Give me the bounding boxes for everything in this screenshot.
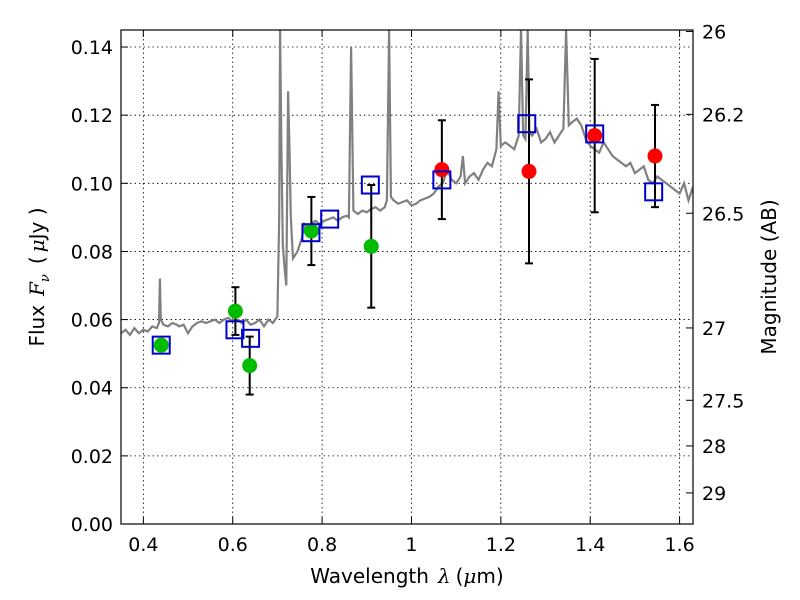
y-tick-label: 0.04 [71,378,113,400]
optical-data-point [242,358,258,374]
y2-tick-label: 27.5 [702,390,744,412]
spectrum-line [121,30,693,337]
x-tick-label: 0.4 [128,534,158,556]
optical-data-point [303,223,319,239]
y2-tick-label: 26.5 [702,203,744,225]
y-tick-label: 0.14 [71,37,113,59]
x-tick-label: 1.2 [486,534,516,556]
y2-axis-label: Magnitude (AB) [757,199,781,354]
nir-data-point [587,128,603,144]
model-square-marker [585,124,605,144]
model-square-marker [151,335,171,355]
axis-ticks: 0.4 0.6 0.8 1 1.2 1.4 1.6 0.00 0.02 0.04 0.06 0.08 0… [71,22,745,556]
model-square-marker [301,223,321,243]
y2-tick-label: 27 [702,318,726,340]
model-square-marker [241,328,261,348]
optical-data-point [153,337,169,353]
y2-tick-label: 26.2 [702,104,744,126]
x-tick-label: 1.4 [575,534,605,556]
data-markers [151,114,664,374]
y-tick-label: 0.08 [71,241,113,263]
model-square-marker [517,114,537,134]
model-square-marker [432,170,452,190]
model-square-marker [360,175,380,195]
x-tick-label: 1 [405,534,417,556]
optical-data-point [363,238,379,254]
model-square-marker [320,209,340,229]
plot-frame [120,29,694,525]
model-square-marker [644,182,664,202]
x-tick-label: 0.8 [307,534,337,556]
y-tick-label: 0.02 [71,446,113,468]
x-axis-label: Wavelength λ (μm) [310,564,503,588]
x-tick-label: 1.6 [664,534,694,556]
y-tick-label: 0.06 [71,310,113,332]
nir-data-point [434,162,450,178]
optical-data-point [227,303,243,319]
y2-tick-label: 26 [702,22,726,44]
y-tick-label: 0.00 [71,514,113,536]
y2-tick-label: 28 [702,436,726,458]
y-axis-label: FluxFν(μJy ) [25,207,53,346]
y-tick-label: 0.12 [71,105,113,127]
nir-data-point [647,148,663,164]
y2-tick-label: 29 [702,483,726,505]
nir-data-point [521,163,537,179]
y-tick-label: 0.10 [71,173,113,195]
x-tick-label: 0.6 [218,534,248,556]
